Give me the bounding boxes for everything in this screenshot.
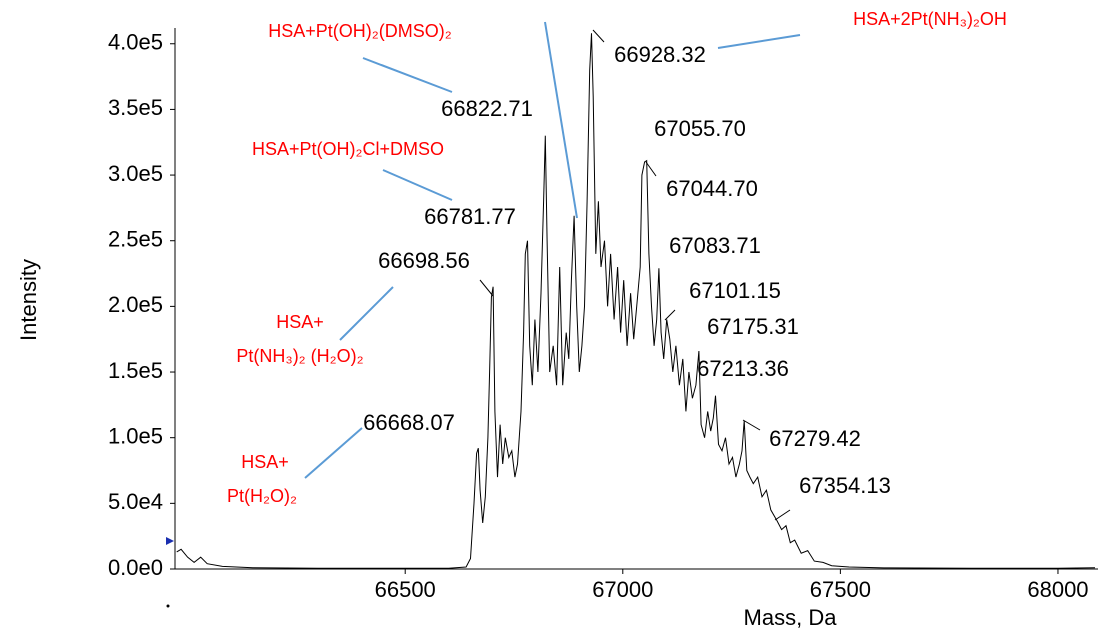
x-tick-label: 67000 xyxy=(592,577,653,602)
leader-line xyxy=(304,427,363,479)
leader-line xyxy=(339,286,394,341)
y-tick-label: 4.0e5 xyxy=(108,30,163,55)
annotation-label: HSA+ xyxy=(276,312,324,332)
peak-pointer xyxy=(774,509,791,521)
leader-line xyxy=(544,21,578,219)
peak-pointer xyxy=(664,309,676,321)
peak-label: 66781.77 xyxy=(424,204,516,229)
peak-label: 67175.31 xyxy=(707,314,799,339)
x-tick-label: 66500 xyxy=(375,577,436,602)
y-tick-label: 1.5e5 xyxy=(108,358,163,383)
y-tick-label: 2.5e5 xyxy=(108,227,163,252)
y-tick-label: 2.0e5 xyxy=(108,292,163,317)
y-axis-label: Intensity xyxy=(16,259,41,341)
x-tick-label: 68000 xyxy=(1027,577,1088,602)
peak-label: 67083.71 xyxy=(669,233,761,258)
y-tick-label: 5.0e4 xyxy=(108,489,163,514)
annotation-label: Pt(NH₃)₂ (H₂O)₂ xyxy=(236,346,363,366)
annotation-label: HSA+Pt(OH)₂Cl+DMSO xyxy=(252,139,444,159)
peak-label: 67354.13 xyxy=(799,473,891,498)
peak-pointer xyxy=(645,161,657,177)
peak-label: 67101.15 xyxy=(689,278,781,303)
x-tick-label: 67500 xyxy=(810,577,871,602)
leader-line xyxy=(362,57,453,93)
y-tick-label: 1.0e5 xyxy=(108,424,163,449)
peak-label: 66698.56 xyxy=(378,248,470,273)
spectrum-line xyxy=(176,33,1096,569)
marker-arrow xyxy=(166,537,174,545)
peak-pointer xyxy=(742,419,761,431)
y-tick-label: 3.5e5 xyxy=(108,95,163,120)
y-tick-label: 0.0e0 xyxy=(108,555,163,580)
annotation-label: HSA+2Pt(NH₃)₂OH xyxy=(853,9,1007,29)
leader-line xyxy=(382,169,453,201)
peak-pointers xyxy=(479,29,791,521)
peak-label: 66668.07 xyxy=(363,410,455,435)
annotation-label: HSA+Pt(OH)₂(DMSO)₂ xyxy=(268,21,451,41)
y-tick-label: 3.0e5 xyxy=(108,161,163,186)
leader-lines xyxy=(304,21,801,479)
leader-line xyxy=(717,34,801,49)
annotation-label: Pt(H₂O)₂ xyxy=(227,486,297,506)
peak-label: 67213.36 xyxy=(697,356,789,381)
annotation-label: HSA+ xyxy=(241,452,289,472)
peak-label: 67055.70 xyxy=(654,116,746,141)
peak-label: 66822.71 xyxy=(441,96,533,121)
dot xyxy=(166,604,170,608)
peak-pointer xyxy=(479,279,494,297)
x-axis-label: Mass, Da xyxy=(744,605,838,630)
peak-pointer xyxy=(592,29,605,43)
peak-label: 67279.42 xyxy=(769,426,861,451)
peak-label: 67044.70 xyxy=(666,176,758,201)
peak-label: 66928.32 xyxy=(614,42,706,67)
